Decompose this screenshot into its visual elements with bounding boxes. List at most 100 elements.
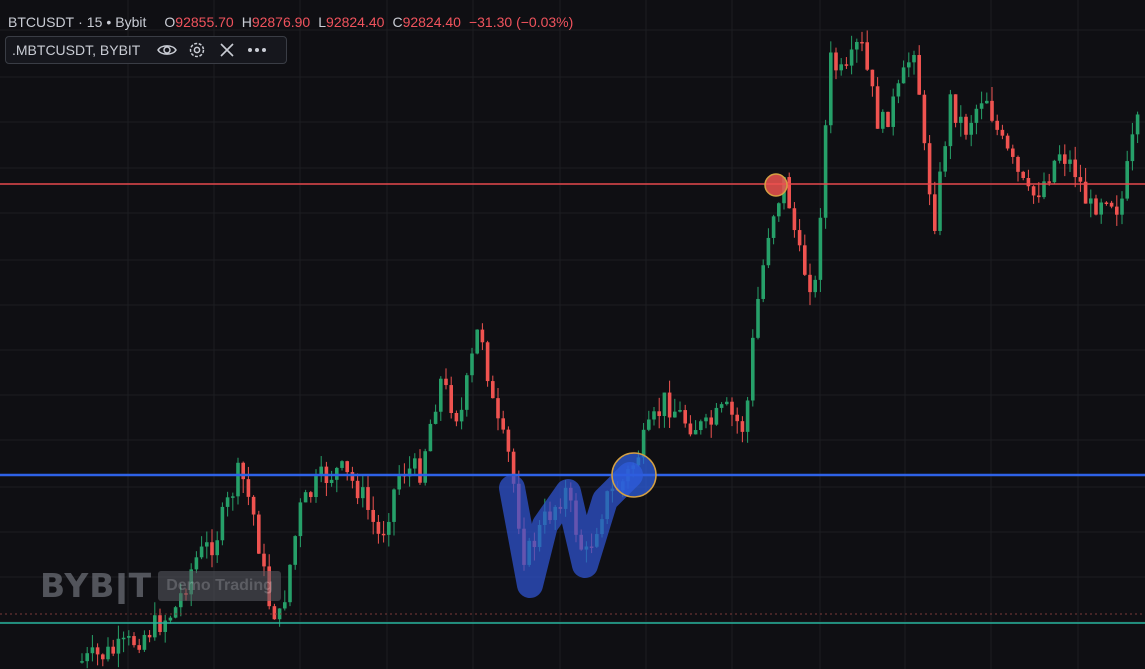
candle-body [491, 381, 495, 399]
candle-body [220, 506, 225, 541]
candle-body [667, 392, 672, 418]
candle-body [439, 378, 443, 412]
candle-body [678, 410, 682, 412]
high-value: 92876.90 [251, 14, 311, 30]
candle-body [1011, 148, 1015, 157]
candle-body [766, 237, 771, 266]
candle-body [1047, 181, 1051, 183]
candle-body [283, 602, 287, 609]
eye-icon[interactable] [152, 38, 182, 62]
candle-body [1042, 181, 1046, 198]
candle-body [881, 111, 885, 129]
retest-circle [611, 452, 657, 498]
candle-body [470, 353, 474, 376]
candle-body [236, 462, 240, 497]
candle-body [423, 451, 427, 483]
candle-body [896, 83, 901, 97]
candle-body [1005, 135, 1010, 149]
bybit-logo: BYBǀT [40, 566, 153, 605]
candle-body [725, 401, 729, 405]
candle-body [293, 536, 297, 565]
candle-body [85, 653, 89, 662]
candle-body [142, 634, 147, 650]
candle-body [933, 194, 937, 231]
symbol-name[interactable]: BTCUSDT [8, 14, 75, 30]
candle-body [995, 120, 999, 130]
candle-body [1083, 181, 1088, 204]
interval: 15 [86, 14, 103, 30]
candle-body [361, 487, 365, 499]
candle-body [849, 49, 854, 66]
candle-body [699, 421, 703, 431]
candle-body [1130, 134, 1135, 162]
candle-body [298, 502, 303, 537]
candle-body [844, 64, 849, 66]
candle-body [953, 94, 958, 123]
candle-body [407, 468, 412, 477]
close-icon[interactable] [212, 38, 242, 62]
candle-body [818, 217, 823, 280]
candle-body [803, 245, 807, 275]
candle-body [704, 417, 708, 422]
candle-body [147, 634, 152, 638]
candle-body [787, 177, 791, 209]
candle-body [387, 521, 391, 535]
candle-body [1135, 114, 1140, 135]
candle-body [475, 329, 479, 354]
candle-body [501, 418, 505, 430]
candle-body [163, 620, 167, 632]
gear-icon[interactable] [182, 38, 212, 62]
candle-body [927, 143, 932, 195]
candle-body [116, 638, 121, 654]
candle-body [740, 421, 745, 432]
candle-body [943, 146, 947, 172]
candle-body [1037, 195, 1041, 198]
candle-body [1063, 154, 1067, 164]
candle-body [745, 400, 750, 432]
candle-body [761, 265, 765, 299]
breakout-circle [764, 173, 788, 197]
candle-body [168, 617, 173, 621]
candle-body [480, 329, 485, 343]
candle-body [199, 546, 204, 558]
candle-body [875, 86, 880, 129]
candle-body [350, 472, 355, 481]
candle-body [90, 647, 95, 654]
candle-body [345, 461, 349, 473]
candle-body [1073, 159, 1077, 178]
candle-body [907, 62, 911, 68]
candle-body [95, 647, 100, 655]
more-icon[interactable] [242, 38, 272, 62]
candle-body [808, 274, 812, 293]
candle-body [1057, 154, 1062, 161]
annotations-layer [499, 173, 788, 598]
candle-body [823, 125, 828, 218]
horizontal-lines-layer [0, 183, 1145, 624]
candle-body [1089, 198, 1093, 204]
candle-body [449, 385, 453, 413]
candle-body [121, 637, 126, 640]
candle-body [366, 487, 370, 510]
indicator-name[interactable]: .MBTCUSDT, BYBIT [12, 42, 141, 58]
candle-body [1052, 160, 1057, 183]
candle-body [381, 533, 386, 536]
candle-body [641, 429, 646, 458]
candle-body [834, 52, 838, 71]
candle-body [194, 557, 199, 570]
candle-body [797, 230, 802, 246]
candle-body [418, 458, 422, 483]
candle-body [964, 116, 968, 135]
candle-body [693, 430, 698, 435]
candle-body [277, 608, 282, 620]
candle-body [355, 480, 360, 499]
candle-body [376, 521, 381, 534]
candle-body [792, 208, 797, 231]
candle-body [839, 64, 843, 71]
candle-body [262, 553, 266, 567]
candle-body [1078, 177, 1083, 182]
candle-body [225, 497, 230, 507]
candle-body [215, 540, 219, 556]
candle-body [735, 414, 739, 422]
